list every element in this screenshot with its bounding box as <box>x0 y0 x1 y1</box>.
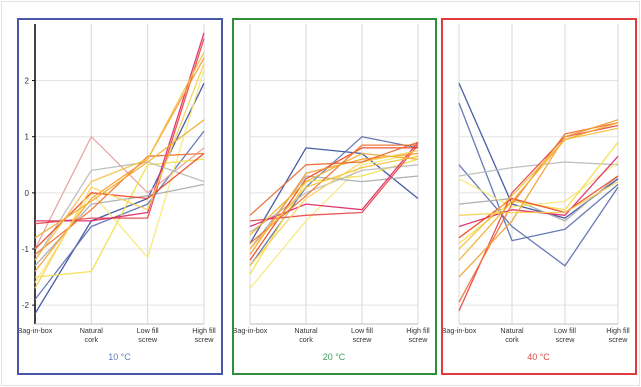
category-label: Low fill screw <box>554 326 576 344</box>
panel-label: 10 °C <box>108 352 131 362</box>
category-label: Low fill screw <box>351 326 373 344</box>
category-label: High fill screw <box>192 326 216 344</box>
series-line <box>249 152 419 255</box>
series-line <box>249 152 419 236</box>
series-line <box>34 63 205 289</box>
panel-frame <box>17 18 223 375</box>
y-tick-label: 0 <box>25 189 30 198</box>
series-line <box>458 175 619 239</box>
series-line <box>458 127 619 250</box>
series-line <box>34 130 205 300</box>
series-line <box>34 119 205 239</box>
panel-frame <box>232 18 437 375</box>
panel-2: Bag-in-box Natural cork Low fill screw High f… <box>232 18 437 375</box>
category-label: Bag-in-box <box>18 326 53 335</box>
series-line <box>249 175 419 250</box>
series-line <box>458 122 619 261</box>
series-line <box>34 152 205 256</box>
series-line <box>249 155 419 250</box>
series-line <box>34 52 205 261</box>
panel-label: 40 °C <box>527 352 550 362</box>
y-tick-label: -1 <box>22 245 30 254</box>
panel-frame <box>441 18 637 375</box>
series-line <box>249 144 418 244</box>
category-label: High fill screw <box>406 326 430 344</box>
series-line <box>249 141 419 228</box>
series-line <box>458 161 619 208</box>
category-label: Bag-in-box <box>442 326 477 335</box>
series-line <box>34 136 205 250</box>
series-line <box>458 181 619 216</box>
y-tick-label: 2 <box>25 77 30 86</box>
series-line <box>34 161 205 261</box>
panel-1: 2 1 0 -1 -2 Bag-in-box Natural cork Low fill scre… <box>17 18 223 375</box>
series-line <box>249 136 419 267</box>
series-line <box>249 147 418 261</box>
category-label: Low fill screw <box>137 326 159 344</box>
category-label: Natural cork <box>500 326 524 344</box>
series-line <box>458 175 619 222</box>
series-line <box>458 119 619 278</box>
category-label: Natural cork <box>294 326 318 344</box>
series-line <box>249 141 419 216</box>
y-tick-label: -2 <box>22 301 30 310</box>
series-line <box>458 124 619 312</box>
series-line <box>34 57 205 272</box>
series-line <box>458 164 619 267</box>
series-line <box>458 83 619 219</box>
category-label: High fill screw <box>606 326 630 344</box>
category-label: Natural cork <box>80 326 104 344</box>
panel-label: 20 °C <box>323 352 346 362</box>
series-line <box>249 152 419 289</box>
y-tick-label: 1 <box>25 133 30 142</box>
category-label: Bag-in-box <box>233 326 268 335</box>
panel-3: Bag-in-box Natural cork Low fill screw High f… <box>441 18 637 375</box>
